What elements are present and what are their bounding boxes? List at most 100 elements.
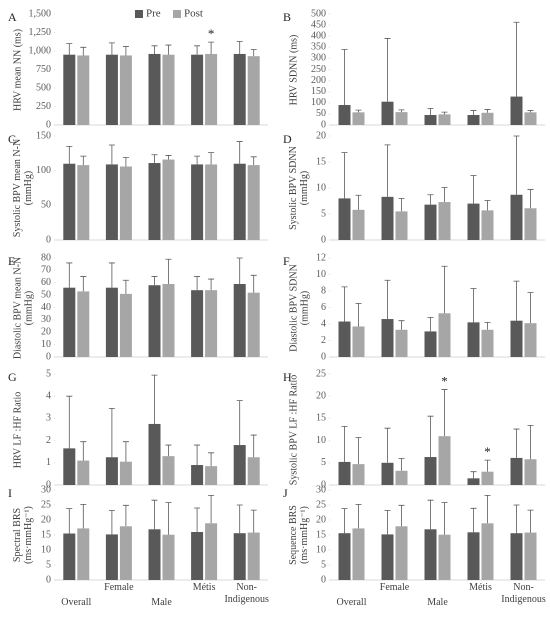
bar [524,323,537,357]
error-bar [108,144,115,165]
bar [524,459,537,485]
y-tick-label: 15 [316,156,326,167]
y-tick-label: 25 [316,499,326,510]
error-bar [66,508,73,534]
error-bar [398,198,405,212]
error-bar [484,459,491,472]
bar [510,96,523,125]
bar [105,164,118,240]
error-bar [151,45,158,54]
error-bar [80,441,87,461]
bar [481,210,494,240]
bar [63,54,76,126]
y-tick-label: 10 [41,339,51,350]
error-bar [384,279,391,320]
bar [77,460,90,485]
bar [438,436,451,485]
annotation: * [484,444,491,459]
error-bar [484,200,491,211]
error-bar [527,425,534,460]
y-tick-label: 12 [316,252,326,263]
y-tick-label: 150 [36,130,51,141]
bar [338,105,351,125]
bar [338,461,351,485]
error-bar [527,189,534,209]
error-bar [527,509,534,533]
bar [233,533,246,580]
y-tick-label: 20 [41,514,51,525]
error-bar [122,441,129,462]
y-axis-title: HRV mean NN (ms) [12,28,23,111]
bar [481,471,494,485]
bar [63,533,76,580]
y-tick-label: 30 [316,484,326,495]
error-bar [398,109,405,113]
error-bar [66,395,73,449]
error-bar [236,504,243,534]
bar [105,534,118,580]
y-tick-label: 100 [36,165,51,176]
bar [205,466,218,485]
error-bar [441,187,448,203]
error-bar [80,504,87,529]
bar [352,326,365,357]
x-tick-label: Female [104,582,134,593]
error-bar [384,510,391,535]
error-bar [151,276,158,286]
error-bar [484,495,491,524]
bar [381,462,394,485]
bar [233,445,246,485]
y-tick-label: 1,250 [29,27,52,38]
panel-label: J [283,486,288,500]
bar [352,209,365,240]
error-bar [122,46,129,56]
bar [338,533,351,580]
y-tick-label: 50 [316,108,326,119]
error-bar [165,502,172,535]
bar [510,457,523,485]
bar [63,287,76,357]
error-bar [194,155,201,165]
y-tick-label: 1,500 [29,8,52,19]
error-bar [80,46,87,56]
error-bar [527,292,534,324]
legend-label: Pre [146,8,161,20]
error-bar [341,425,348,462]
error-bar [470,175,477,204]
y-tick-label: 5 [46,368,51,379]
error-bar [513,21,520,97]
bar [395,329,408,357]
error-bar [441,111,448,115]
error-bar [122,279,129,294]
panel-label: I [8,486,12,500]
error-bar [427,317,434,332]
y-tick-label: 20 [316,130,326,141]
error-bar [194,45,201,55]
error-bar [122,157,129,167]
bar [481,329,494,357]
error-bar [384,427,391,463]
y-tick-label: 20 [316,514,326,525]
bar [119,166,132,240]
error-bar [470,507,477,533]
error-bar [208,41,215,54]
y-axis-title: Sequence BRS (ms·mmHg⁻¹) [288,505,310,565]
bar [481,523,494,580]
bar [467,478,480,485]
y-tick-label: 8 [321,285,326,296]
error-bar [194,276,201,291]
y-tick-label: 20 [316,390,326,401]
y-axis-title: Diastolic BPV SDNN (mmHg) [288,263,310,352]
y-tick-label: 250 [311,64,326,75]
error-bar [66,262,73,288]
bar [205,164,218,240]
bar [162,456,175,485]
panel-label: D [283,132,292,146]
error-bar [108,262,115,288]
y-tick-label: 4 [46,390,51,401]
y-tick-label: 20 [41,327,51,338]
error-bar [441,502,448,535]
y-tick-label: 0 [46,574,51,585]
bar [119,293,132,357]
